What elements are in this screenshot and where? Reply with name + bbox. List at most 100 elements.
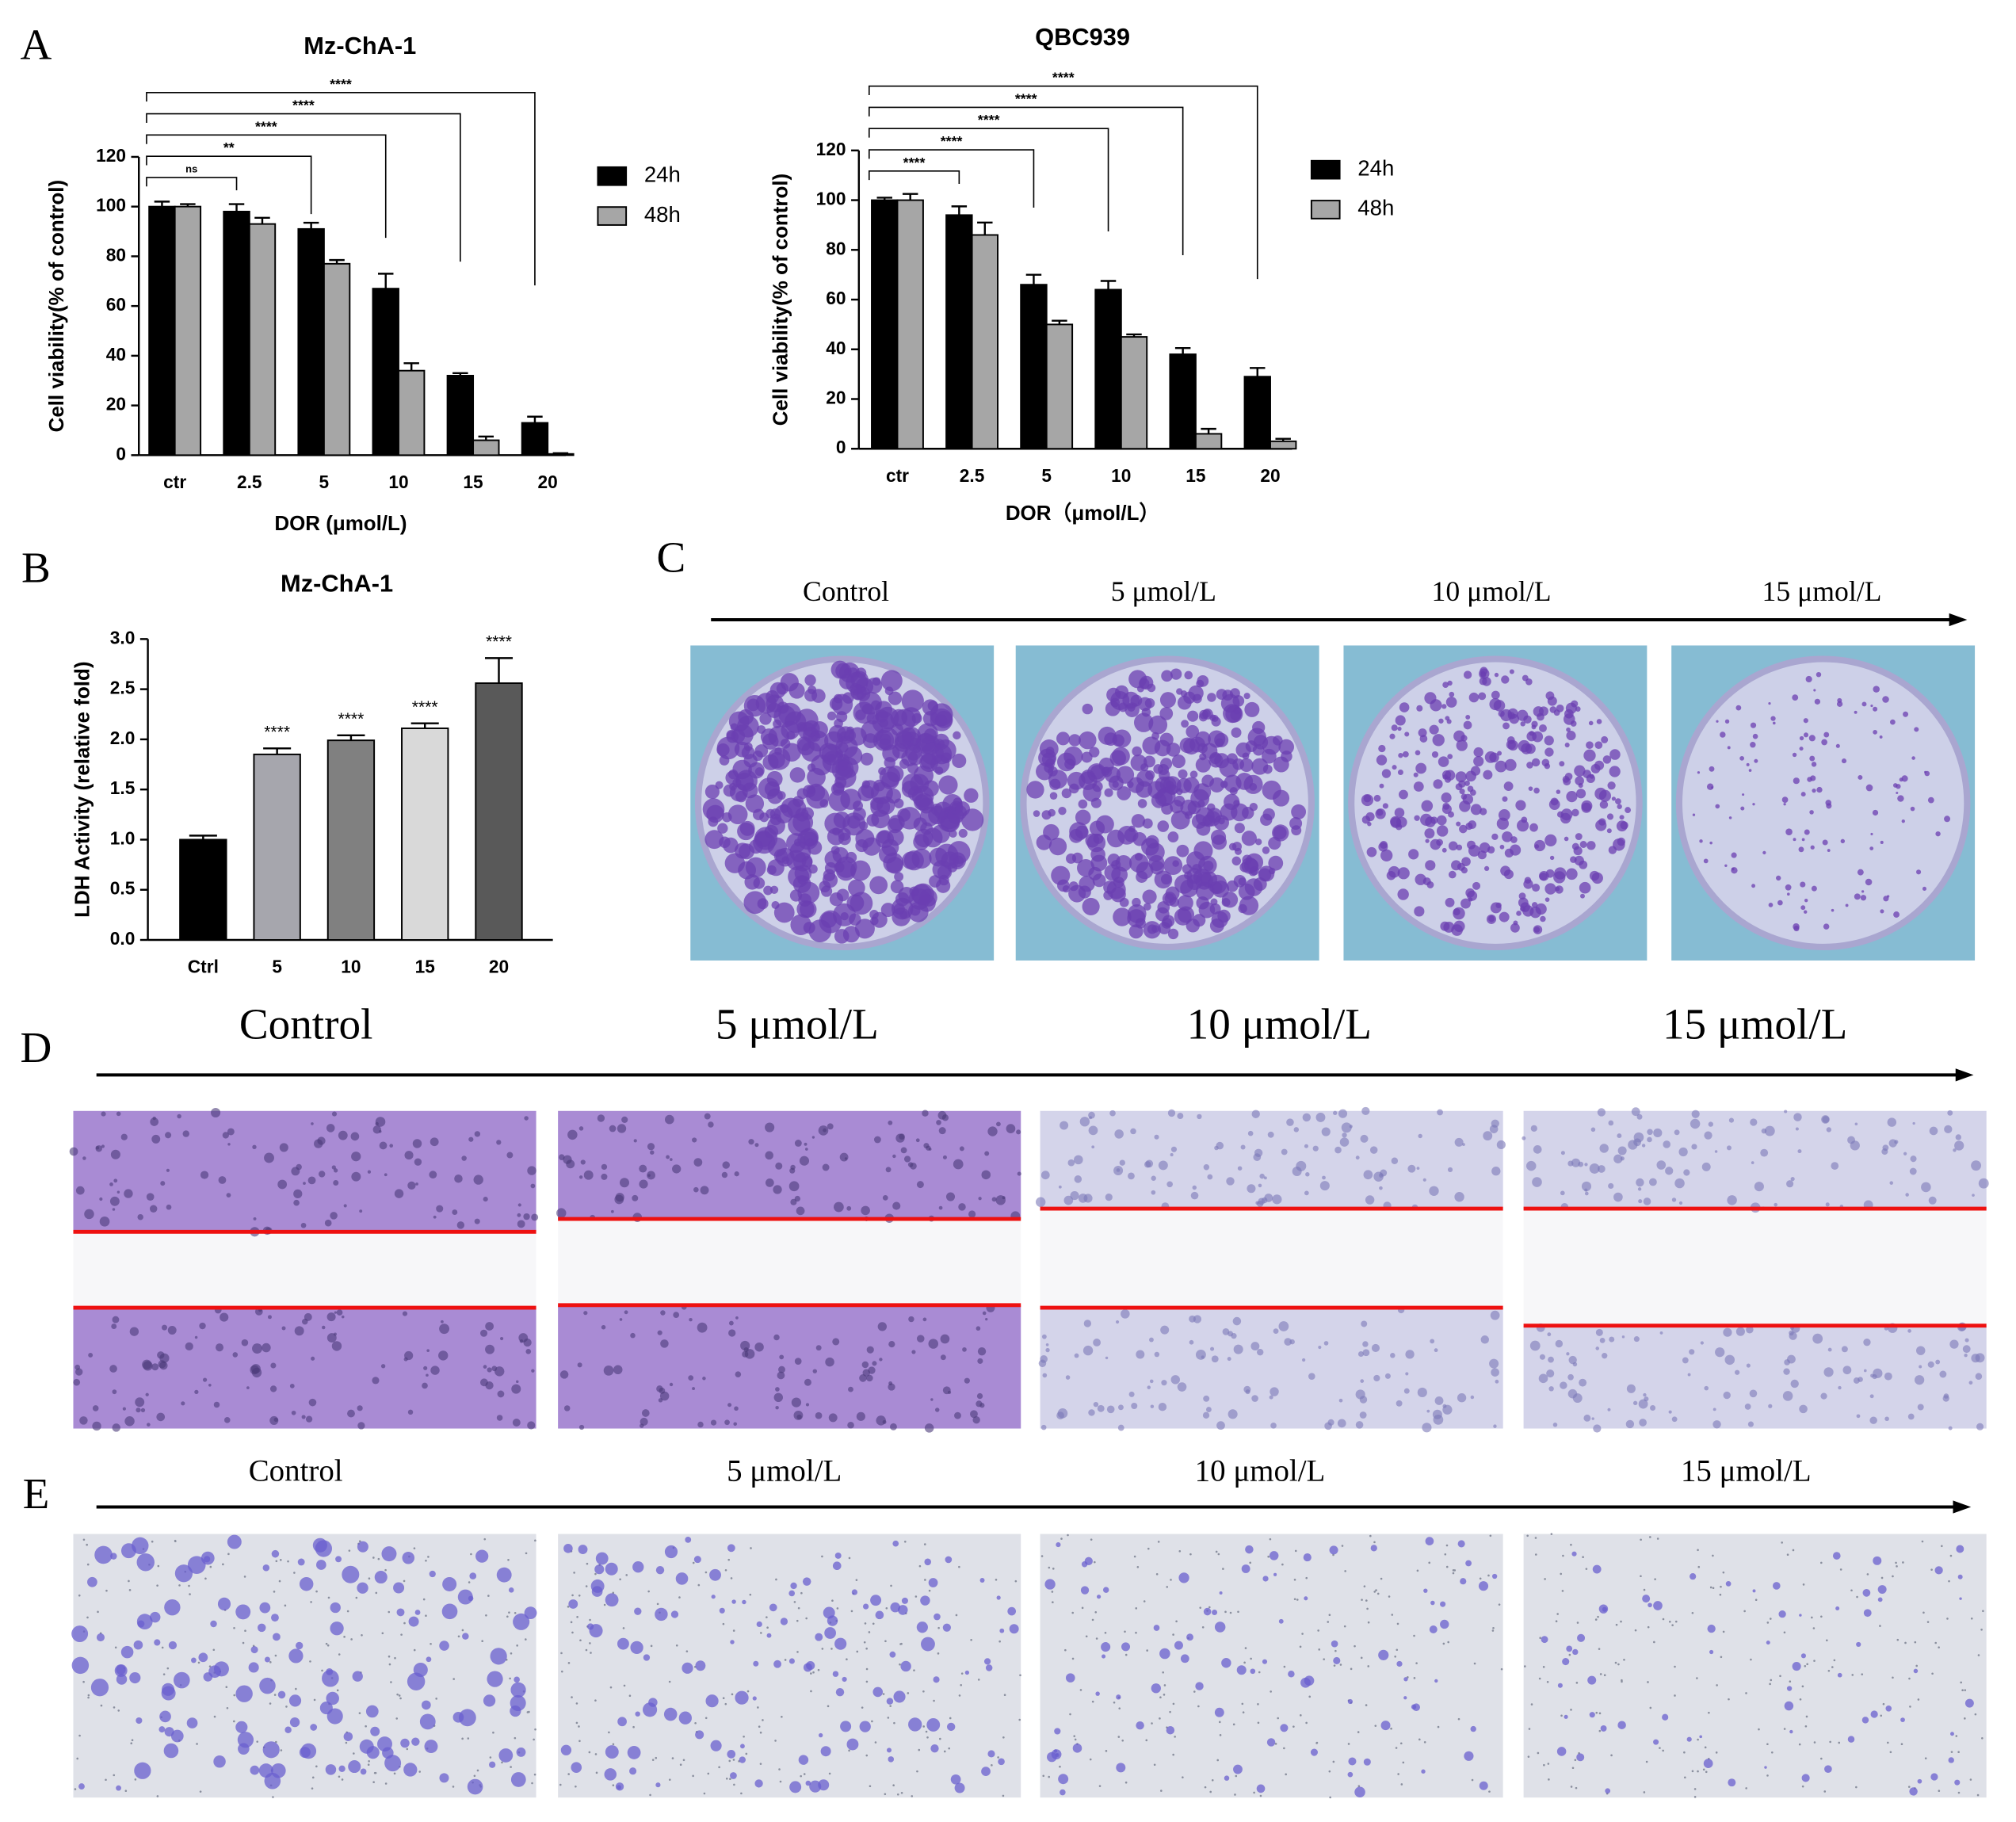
membrane-pore <box>896 1793 899 1796</box>
cell-cluster <box>122 1407 126 1411</box>
membrane-pore <box>82 1680 85 1683</box>
colony <box>1498 809 1510 821</box>
membrane-pore <box>1365 1599 1368 1602</box>
membrane-pore <box>196 1743 198 1745</box>
membrane-pore <box>779 1780 782 1783</box>
cell-cluster <box>693 1186 699 1193</box>
colony <box>1754 758 1758 763</box>
migrated-cell <box>191 1657 197 1663</box>
cell-cluster <box>1687 1373 1691 1377</box>
membrane-pore <box>348 1549 351 1552</box>
membrane-pore <box>315 1590 318 1593</box>
membrane-pore <box>722 1622 725 1625</box>
membrane-pore <box>703 1792 706 1795</box>
colony <box>1801 838 1805 842</box>
membrane-pore <box>594 1699 597 1702</box>
colony <box>1402 751 1409 758</box>
colony <box>1414 906 1425 917</box>
membrane-pore <box>1019 1674 1021 1677</box>
membrane-pore <box>793 1601 796 1603</box>
cell-cluster <box>347 1409 355 1418</box>
membrane-pore <box>470 1553 472 1556</box>
migrated-cell <box>1653 1601 1663 1610</box>
cell-cluster <box>101 1111 106 1117</box>
colony <box>1160 758 1173 770</box>
cell-cluster <box>832 1338 840 1346</box>
membrane-pore <box>924 1579 926 1581</box>
migrated-cell <box>330 1621 344 1636</box>
cell-cluster <box>1074 1155 1083 1165</box>
migrated-cell <box>875 1610 884 1620</box>
bar <box>223 210 250 456</box>
cell-cluster <box>109 1365 117 1373</box>
membrane-pore <box>1649 1536 1651 1538</box>
migrated-cell <box>693 1556 701 1564</box>
membrane-pore <box>1442 1642 1445 1645</box>
significance-label: **** <box>338 710 365 728</box>
cell-cluster <box>1971 1160 1982 1171</box>
cell-cluster <box>422 1382 428 1389</box>
y-tick-label: 100 <box>96 195 126 216</box>
cell-cluster <box>84 1209 94 1220</box>
cell-cluster <box>485 1322 494 1331</box>
cell-cluster <box>647 1143 655 1151</box>
migrated-cell <box>1662 1713 1669 1721</box>
cell-cluster <box>430 1366 440 1375</box>
cell-cluster <box>1560 1151 1565 1155</box>
migrated-cell <box>1421 1769 1426 1774</box>
colony <box>1840 838 1846 844</box>
membrane-pore <box>1889 1751 1892 1754</box>
cell-cluster <box>1935 1359 1941 1365</box>
colony <box>1026 781 1044 799</box>
membrane-pore <box>817 1668 820 1671</box>
colony <box>1822 839 1828 846</box>
membrane-pore <box>1603 1674 1606 1676</box>
colony <box>1367 822 1372 827</box>
colony <box>1579 860 1588 869</box>
colony <box>1413 781 1424 792</box>
colony <box>1187 800 1201 815</box>
migrated-cell <box>892 1540 899 1547</box>
colony <box>1489 697 1502 711</box>
cell-cluster <box>839 1152 849 1162</box>
membrane-pore <box>368 1759 370 1763</box>
membrane-pore <box>1124 1630 1126 1633</box>
cell-cluster <box>1363 1170 1373 1180</box>
cell-cluster <box>1912 1121 1915 1125</box>
cell-cluster <box>1943 1393 1949 1399</box>
membrane-pore <box>1704 1746 1707 1749</box>
cell-cluster <box>1259 1173 1265 1179</box>
colony <box>1583 749 1596 762</box>
membrane-pore <box>514 1611 517 1614</box>
membrane-pore <box>1548 1778 1550 1781</box>
membrane-pore <box>1977 1654 1980 1656</box>
y-tick-label: 80 <box>826 238 846 258</box>
cell-cluster <box>1599 1144 1609 1153</box>
migrated-cell <box>114 1664 128 1677</box>
membrane-pore <box>86 1563 90 1566</box>
membrane-pore <box>1909 1705 1911 1708</box>
cell-cluster <box>1105 1194 1113 1201</box>
membrane-pore <box>508 1611 510 1614</box>
membrane-pore <box>1002 1794 1005 1797</box>
cell-cluster <box>194 1389 199 1394</box>
cell-cluster <box>1617 1133 1622 1139</box>
migrated-cell <box>1354 1786 1365 1798</box>
membrane-pore <box>925 1730 928 1733</box>
membrane-pore <box>846 1658 848 1660</box>
membrane-pore <box>1215 1550 1218 1553</box>
membrane-pore <box>156 1795 159 1797</box>
cell-cluster <box>1070 1190 1079 1201</box>
membrane-pore <box>960 1672 964 1675</box>
colony <box>1430 838 1441 850</box>
cell-cluster <box>1339 1137 1350 1147</box>
colony <box>1109 750 1126 766</box>
colony <box>1397 888 1409 900</box>
membrane-pore <box>336 1689 339 1692</box>
migrated-cell <box>1832 1552 1841 1560</box>
colony <box>773 849 788 863</box>
cell-cluster <box>69 1147 78 1156</box>
membrane-pore <box>393 1772 396 1775</box>
membrane-pore <box>1388 1595 1391 1598</box>
